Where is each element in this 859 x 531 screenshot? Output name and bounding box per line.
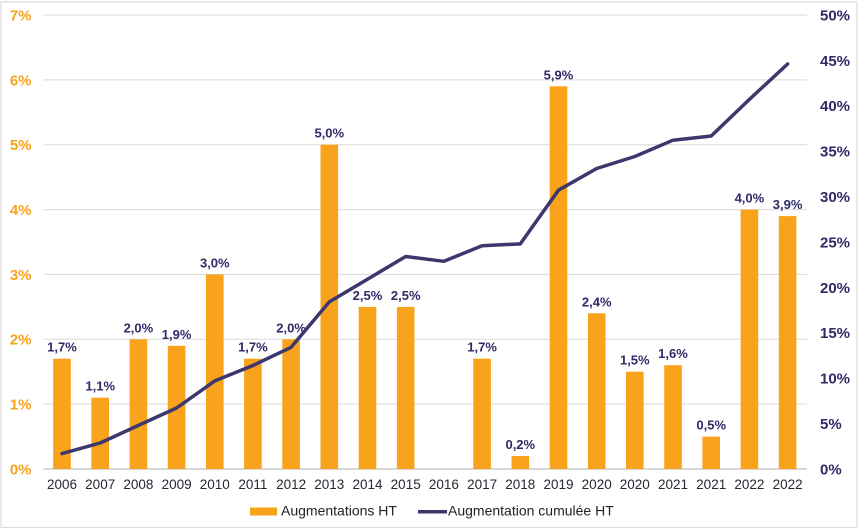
svg-text:25%: 25%	[820, 234, 850, 251]
svg-text:15%: 15%	[820, 325, 850, 342]
svg-text:Augmentations HT: Augmentations HT	[281, 503, 397, 519]
svg-text:2014: 2014	[352, 477, 383, 492]
svg-text:5%: 5%	[10, 137, 32, 154]
svg-text:2011: 2011	[238, 477, 267, 492]
svg-text:2021: 2021	[658, 477, 688, 492]
svg-text:2006: 2006	[47, 477, 77, 492]
svg-text:2020: 2020	[620, 477, 650, 492]
svg-text:0%: 0%	[820, 461, 842, 478]
svg-text:0,2%: 0,2%	[505, 437, 535, 452]
svg-text:2021: 2021	[696, 477, 726, 492]
svg-text:Augmentation cumulée HT: Augmentation cumulée HT	[448, 503, 614, 519]
svg-text:2016: 2016	[429, 477, 459, 492]
svg-text:2,4%: 2,4%	[582, 294, 612, 309]
svg-text:1,5%: 1,5%	[620, 353, 650, 368]
svg-text:2,5%: 2,5%	[353, 288, 383, 303]
svg-text:4%: 4%	[10, 202, 32, 219]
svg-text:10%: 10%	[820, 371, 850, 388]
svg-text:1,6%: 1,6%	[658, 346, 688, 361]
svg-text:1,1%: 1,1%	[85, 379, 115, 394]
svg-text:2022: 2022	[773, 477, 803, 492]
svg-text:2017: 2017	[467, 477, 497, 492]
svg-text:0%: 0%	[10, 461, 32, 478]
svg-text:40%: 40%	[820, 98, 850, 115]
svg-text:30%: 30%	[820, 189, 850, 206]
svg-text:2019: 2019	[543, 477, 573, 492]
svg-text:2013: 2013	[314, 477, 344, 492]
svg-text:5%: 5%	[820, 416, 842, 433]
svg-text:5,0%: 5,0%	[314, 126, 344, 141]
svg-text:3%: 3%	[10, 267, 32, 284]
svg-text:1%: 1%	[10, 397, 32, 414]
svg-text:1,9%: 1,9%	[162, 327, 192, 342]
svg-text:3,9%: 3,9%	[773, 197, 803, 212]
svg-text:3,0%: 3,0%	[200, 255, 230, 270]
svg-text:2,5%: 2,5%	[391, 288, 421, 303]
svg-text:45%: 45%	[820, 53, 850, 70]
svg-text:6%: 6%	[10, 72, 32, 89]
svg-text:2009: 2009	[162, 477, 192, 492]
svg-text:1,7%: 1,7%	[238, 340, 268, 355]
svg-text:1,7%: 1,7%	[47, 340, 77, 355]
svg-text:2007: 2007	[85, 477, 115, 492]
svg-text:2,0%: 2,0%	[124, 320, 154, 335]
svg-text:35%: 35%	[820, 144, 850, 161]
svg-text:2022: 2022	[734, 477, 764, 492]
svg-text:2015: 2015	[391, 477, 421, 492]
svg-text:2%: 2%	[10, 332, 32, 349]
svg-text:5,9%: 5,9%	[544, 67, 574, 82]
svg-text:1,7%: 1,7%	[467, 340, 497, 355]
svg-text:2012: 2012	[276, 477, 306, 492]
svg-text:4,0%: 4,0%	[735, 191, 765, 206]
svg-text:50%: 50%	[820, 7, 850, 24]
svg-text:7%: 7%	[10, 7, 32, 24]
svg-text:20%: 20%	[820, 280, 850, 297]
svg-text:2008: 2008	[123, 477, 153, 492]
svg-text:2010: 2010	[200, 477, 230, 492]
svg-text:2018: 2018	[505, 477, 535, 492]
svg-text:2,0%: 2,0%	[276, 320, 306, 335]
svg-text:0,5%: 0,5%	[696, 418, 726, 433]
svg-text:2020: 2020	[582, 477, 612, 492]
